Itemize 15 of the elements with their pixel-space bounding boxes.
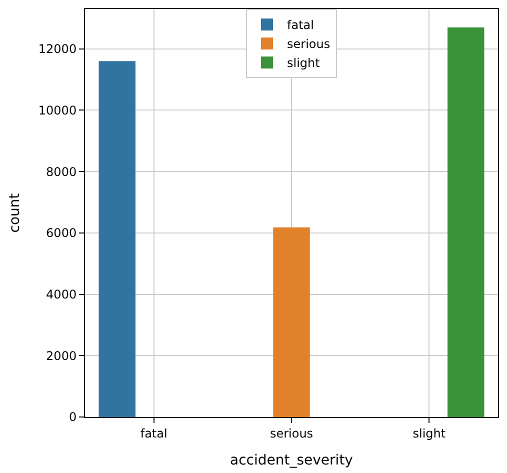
legend-label: slight [287, 56, 320, 70]
x-tick-label: fatal [140, 426, 168, 440]
x-tick-label: slight [412, 426, 446, 440]
y-tick-label: 8000 [46, 164, 77, 179]
y-tick-label: 10000 [38, 103, 77, 118]
y-tick-label: 12000 [38, 42, 77, 56]
legend-label: fatal [287, 18, 314, 32]
x-axis-title: accident_severity [230, 452, 353, 469]
y-tick-label: 0 [68, 410, 77, 424]
x-tick-label: serious [270, 426, 314, 440]
y-tick-label: 2000 [46, 348, 77, 363]
y-tick-label: 4000 [46, 287, 77, 302]
legend-label: serious [287, 37, 330, 52]
y-axis-title: count [7, 192, 24, 233]
y-tick-label: 6000 [46, 226, 77, 240]
